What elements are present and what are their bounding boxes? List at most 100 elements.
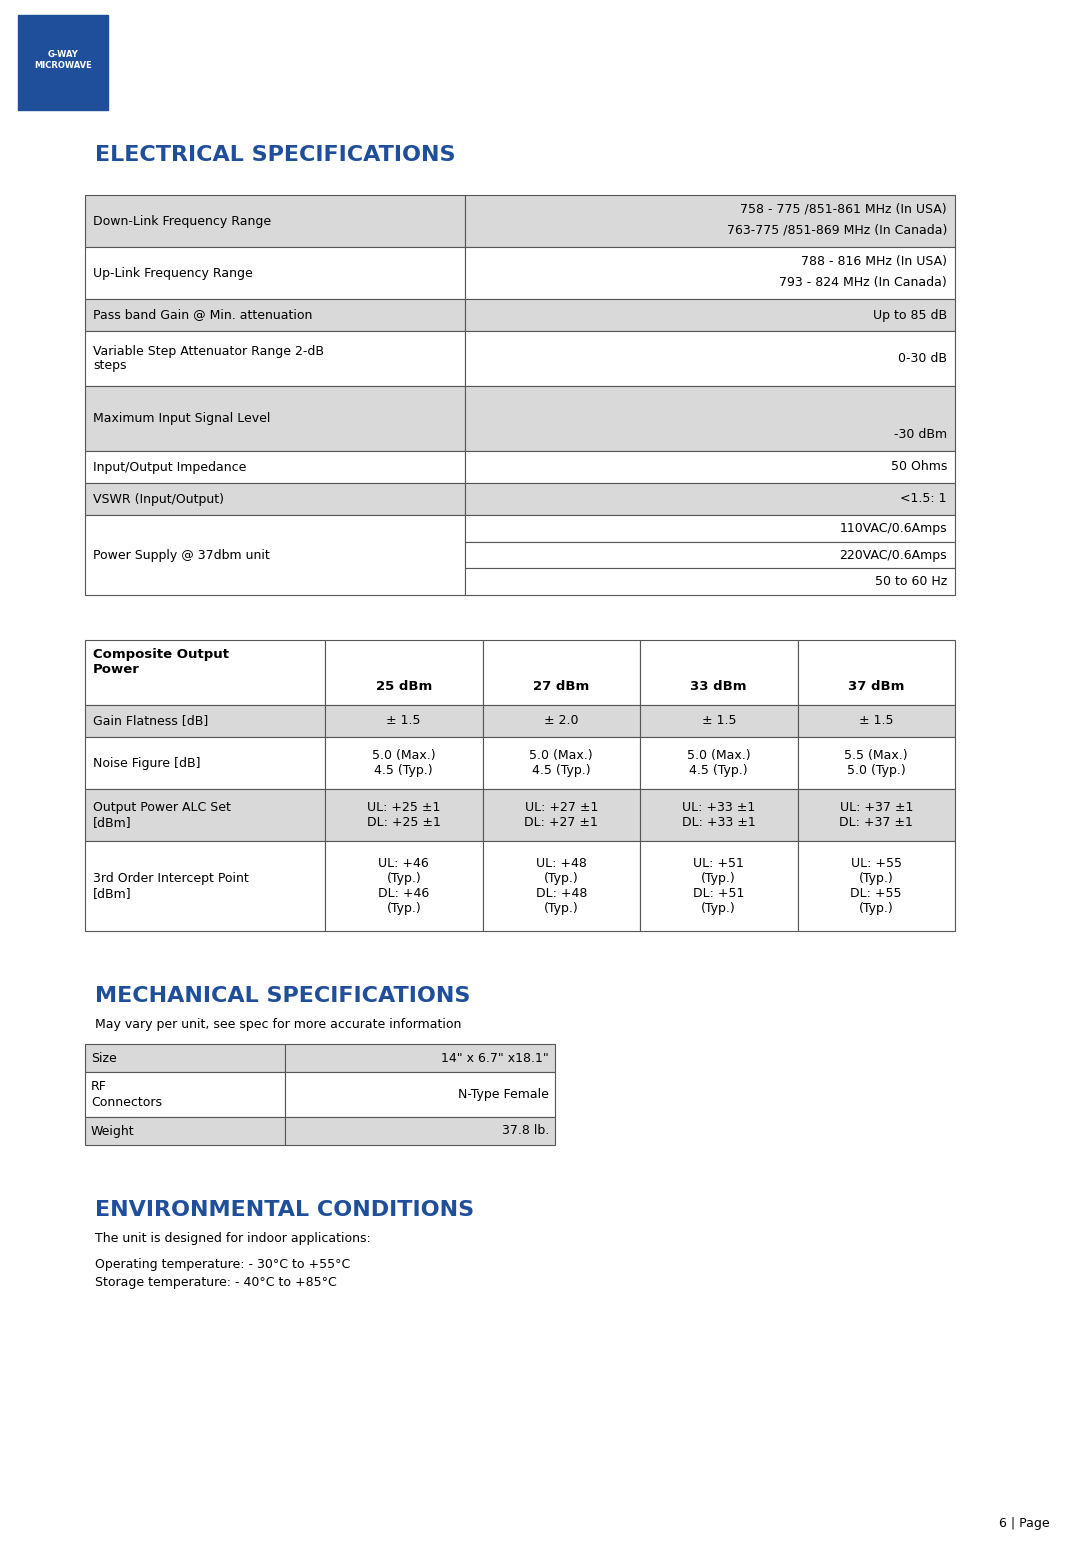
Text: 3rd Order Intercept Point
[dBm]: 3rd Order Intercept Point [dBm] — [93, 872, 249, 899]
Bar — [325, 841, 482, 930]
Text: 37.8 lb.: 37.8 lb. — [502, 1124, 549, 1138]
Text: RF
Connectors: RF Connectors — [91, 1081, 162, 1108]
Text: Composite Output
Power: Composite Output Power — [93, 649, 229, 676]
Bar — [85, 515, 465, 594]
Text: ELECTRICAL SPECIFICATIONS: ELECTRICAL SPECIFICATIONS — [95, 146, 456, 166]
Text: 110VAC/0.6Amps: 110VAC/0.6Amps — [839, 522, 947, 534]
Text: Output Power ALC Set
[dBm]: Output Power ALC Set [dBm] — [93, 800, 230, 830]
Text: Noise Figure [dB]: Noise Figure [dB] — [93, 757, 200, 769]
Text: 25 dBm: 25 dBm — [375, 680, 432, 694]
Bar — [285, 1118, 555, 1146]
Text: ± 1.5: ± 1.5 — [859, 715, 893, 728]
Bar — [465, 483, 955, 515]
Bar — [325, 789, 482, 841]
Text: The unit is designed for indoor applications:: The unit is designed for indoor applicat… — [95, 1232, 371, 1245]
Bar — [465, 450, 955, 483]
Bar — [85, 639, 325, 704]
Bar — [640, 704, 798, 737]
Bar — [325, 737, 482, 789]
Bar — [640, 789, 798, 841]
Text: 0-30 dB: 0-30 dB — [898, 351, 947, 365]
Bar — [465, 248, 955, 299]
Text: 5.0 (Max.)
4.5 (Typ.): 5.0 (Max.) 4.5 (Typ.) — [530, 749, 593, 777]
Bar — [85, 195, 465, 248]
Text: Power Supply @ 37dbm unit: Power Supply @ 37dbm unit — [93, 548, 270, 562]
Text: 5.0 (Max.)
4.5 (Typ.): 5.0 (Max.) 4.5 (Typ.) — [687, 749, 750, 777]
Bar — [325, 704, 482, 737]
Bar — [798, 737, 955, 789]
Bar — [798, 639, 955, 704]
Text: Input/Output Impedance: Input/Output Impedance — [93, 460, 247, 474]
Text: 14" x 6.7" x18.1": 14" x 6.7" x18.1" — [442, 1051, 549, 1065]
Text: 793 - 824 MHz (In Canada): 793 - 824 MHz (In Canada) — [779, 276, 947, 289]
Bar — [85, 248, 465, 299]
Bar — [482, 789, 640, 841]
Bar — [85, 299, 465, 331]
Text: Variable Step Attenuator Range 2-dB
steps: Variable Step Attenuator Range 2-dB step… — [93, 345, 324, 373]
Text: UL: +33 ±1
DL: +33 ±1: UL: +33 ±1 DL: +33 ±1 — [682, 800, 756, 830]
Text: Operating temperature: - 30°C to +55°C: Operating temperature: - 30°C to +55°C — [95, 1259, 351, 1271]
Text: 758 - 775 /851-861 MHz (In USA): 758 - 775 /851-861 MHz (In USA) — [741, 203, 947, 217]
Bar — [798, 789, 955, 841]
Bar — [85, 1043, 285, 1073]
Text: -30 dBm: -30 dBm — [894, 427, 947, 441]
Text: May vary per unit, see spec for more accurate information: May vary per unit, see spec for more acc… — [95, 1019, 461, 1031]
Bar — [85, 789, 325, 841]
Bar — [640, 737, 798, 789]
Text: Weight: Weight — [91, 1124, 135, 1138]
Bar — [285, 1043, 555, 1073]
Text: VSWR (Input/Output): VSWR (Input/Output) — [93, 492, 224, 506]
Text: Gain Flatness [dB]: Gain Flatness [dB] — [93, 715, 208, 728]
Text: ± 1.5: ± 1.5 — [387, 715, 421, 728]
Bar — [85, 331, 465, 385]
Text: UL: +25 ±1
DL: +25 ±1: UL: +25 ±1 DL: +25 ±1 — [367, 800, 441, 830]
Text: <1.5: 1: <1.5: 1 — [900, 492, 947, 506]
Bar — [482, 841, 640, 930]
Text: 37 dBm: 37 dBm — [848, 680, 905, 694]
Bar — [465, 331, 955, 385]
Bar — [640, 841, 798, 930]
Text: 50 to 60 Hz: 50 to 60 Hz — [875, 576, 947, 588]
Bar — [85, 841, 325, 930]
Text: 6 | Page: 6 | Page — [999, 1517, 1049, 1529]
Text: Pass band Gain @ Min. attenuation: Pass band Gain @ Min. attenuation — [93, 308, 312, 322]
Text: 220VAC/0.6Amps: 220VAC/0.6Amps — [839, 548, 947, 562]
Text: Maximum Input Signal Level: Maximum Input Signal Level — [93, 412, 270, 426]
Text: 788 - 816 MHz (In USA): 788 - 816 MHz (In USA) — [801, 255, 947, 268]
Text: Size: Size — [91, 1051, 117, 1065]
Bar — [465, 195, 955, 248]
Text: Up-Link Frequency Range: Up-Link Frequency Range — [93, 266, 253, 280]
Text: Up to 85 dB: Up to 85 dB — [873, 308, 947, 322]
Bar — [18, 15, 108, 110]
Bar — [85, 450, 465, 483]
Text: UL: +46
(Typ.)
DL: +46
(Typ.): UL: +46 (Typ.) DL: +46 (Typ.) — [378, 858, 430, 915]
Text: MECHANICAL SPECIFICATIONS: MECHANICAL SPECIFICATIONS — [95, 986, 471, 1006]
Bar — [85, 704, 325, 737]
Bar — [482, 737, 640, 789]
Text: ENVIRONMENTAL CONDITIONS: ENVIRONMENTAL CONDITIONS — [95, 1200, 474, 1220]
Bar — [798, 704, 955, 737]
Text: ± 2.0: ± 2.0 — [544, 715, 579, 728]
Bar — [465, 542, 955, 568]
Bar — [85, 737, 325, 789]
Text: UL: +51
(Typ.)
DL: +51
(Typ.): UL: +51 (Typ.) DL: +51 (Typ.) — [694, 858, 744, 915]
Text: UL: +27 ±1
DL: +27 ±1: UL: +27 ±1 DL: +27 ±1 — [524, 800, 598, 830]
Text: UL: +37 ±1
DL: +37 ±1: UL: +37 ±1 DL: +37 ±1 — [839, 800, 913, 830]
Text: 5.0 (Max.)
4.5 (Typ.): 5.0 (Max.) 4.5 (Typ.) — [372, 749, 435, 777]
Text: UL: +55
(Typ.)
DL: +55
(Typ.): UL: +55 (Typ.) DL: +55 (Typ.) — [850, 858, 902, 915]
Bar — [465, 385, 955, 450]
Text: Down-Link Frequency Range: Down-Link Frequency Range — [93, 215, 271, 228]
Text: N-Type Female: N-Type Female — [458, 1088, 549, 1101]
Bar — [465, 568, 955, 594]
Text: 27 dBm: 27 dBm — [533, 680, 590, 694]
Bar — [325, 639, 482, 704]
Text: UL: +48
(Typ.)
DL: +48
(Typ.): UL: +48 (Typ.) DL: +48 (Typ.) — [536, 858, 587, 915]
Text: 763-775 /851-869 MHz (In Canada): 763-775 /851-869 MHz (In Canada) — [727, 224, 947, 237]
Bar — [285, 1073, 555, 1118]
Bar — [798, 841, 955, 930]
Bar — [465, 515, 955, 542]
Bar — [85, 483, 465, 515]
Text: Storage temperature: - 40°C to +85°C: Storage temperature: - 40°C to +85°C — [95, 1276, 337, 1289]
Bar — [85, 1118, 285, 1146]
Bar — [640, 639, 798, 704]
